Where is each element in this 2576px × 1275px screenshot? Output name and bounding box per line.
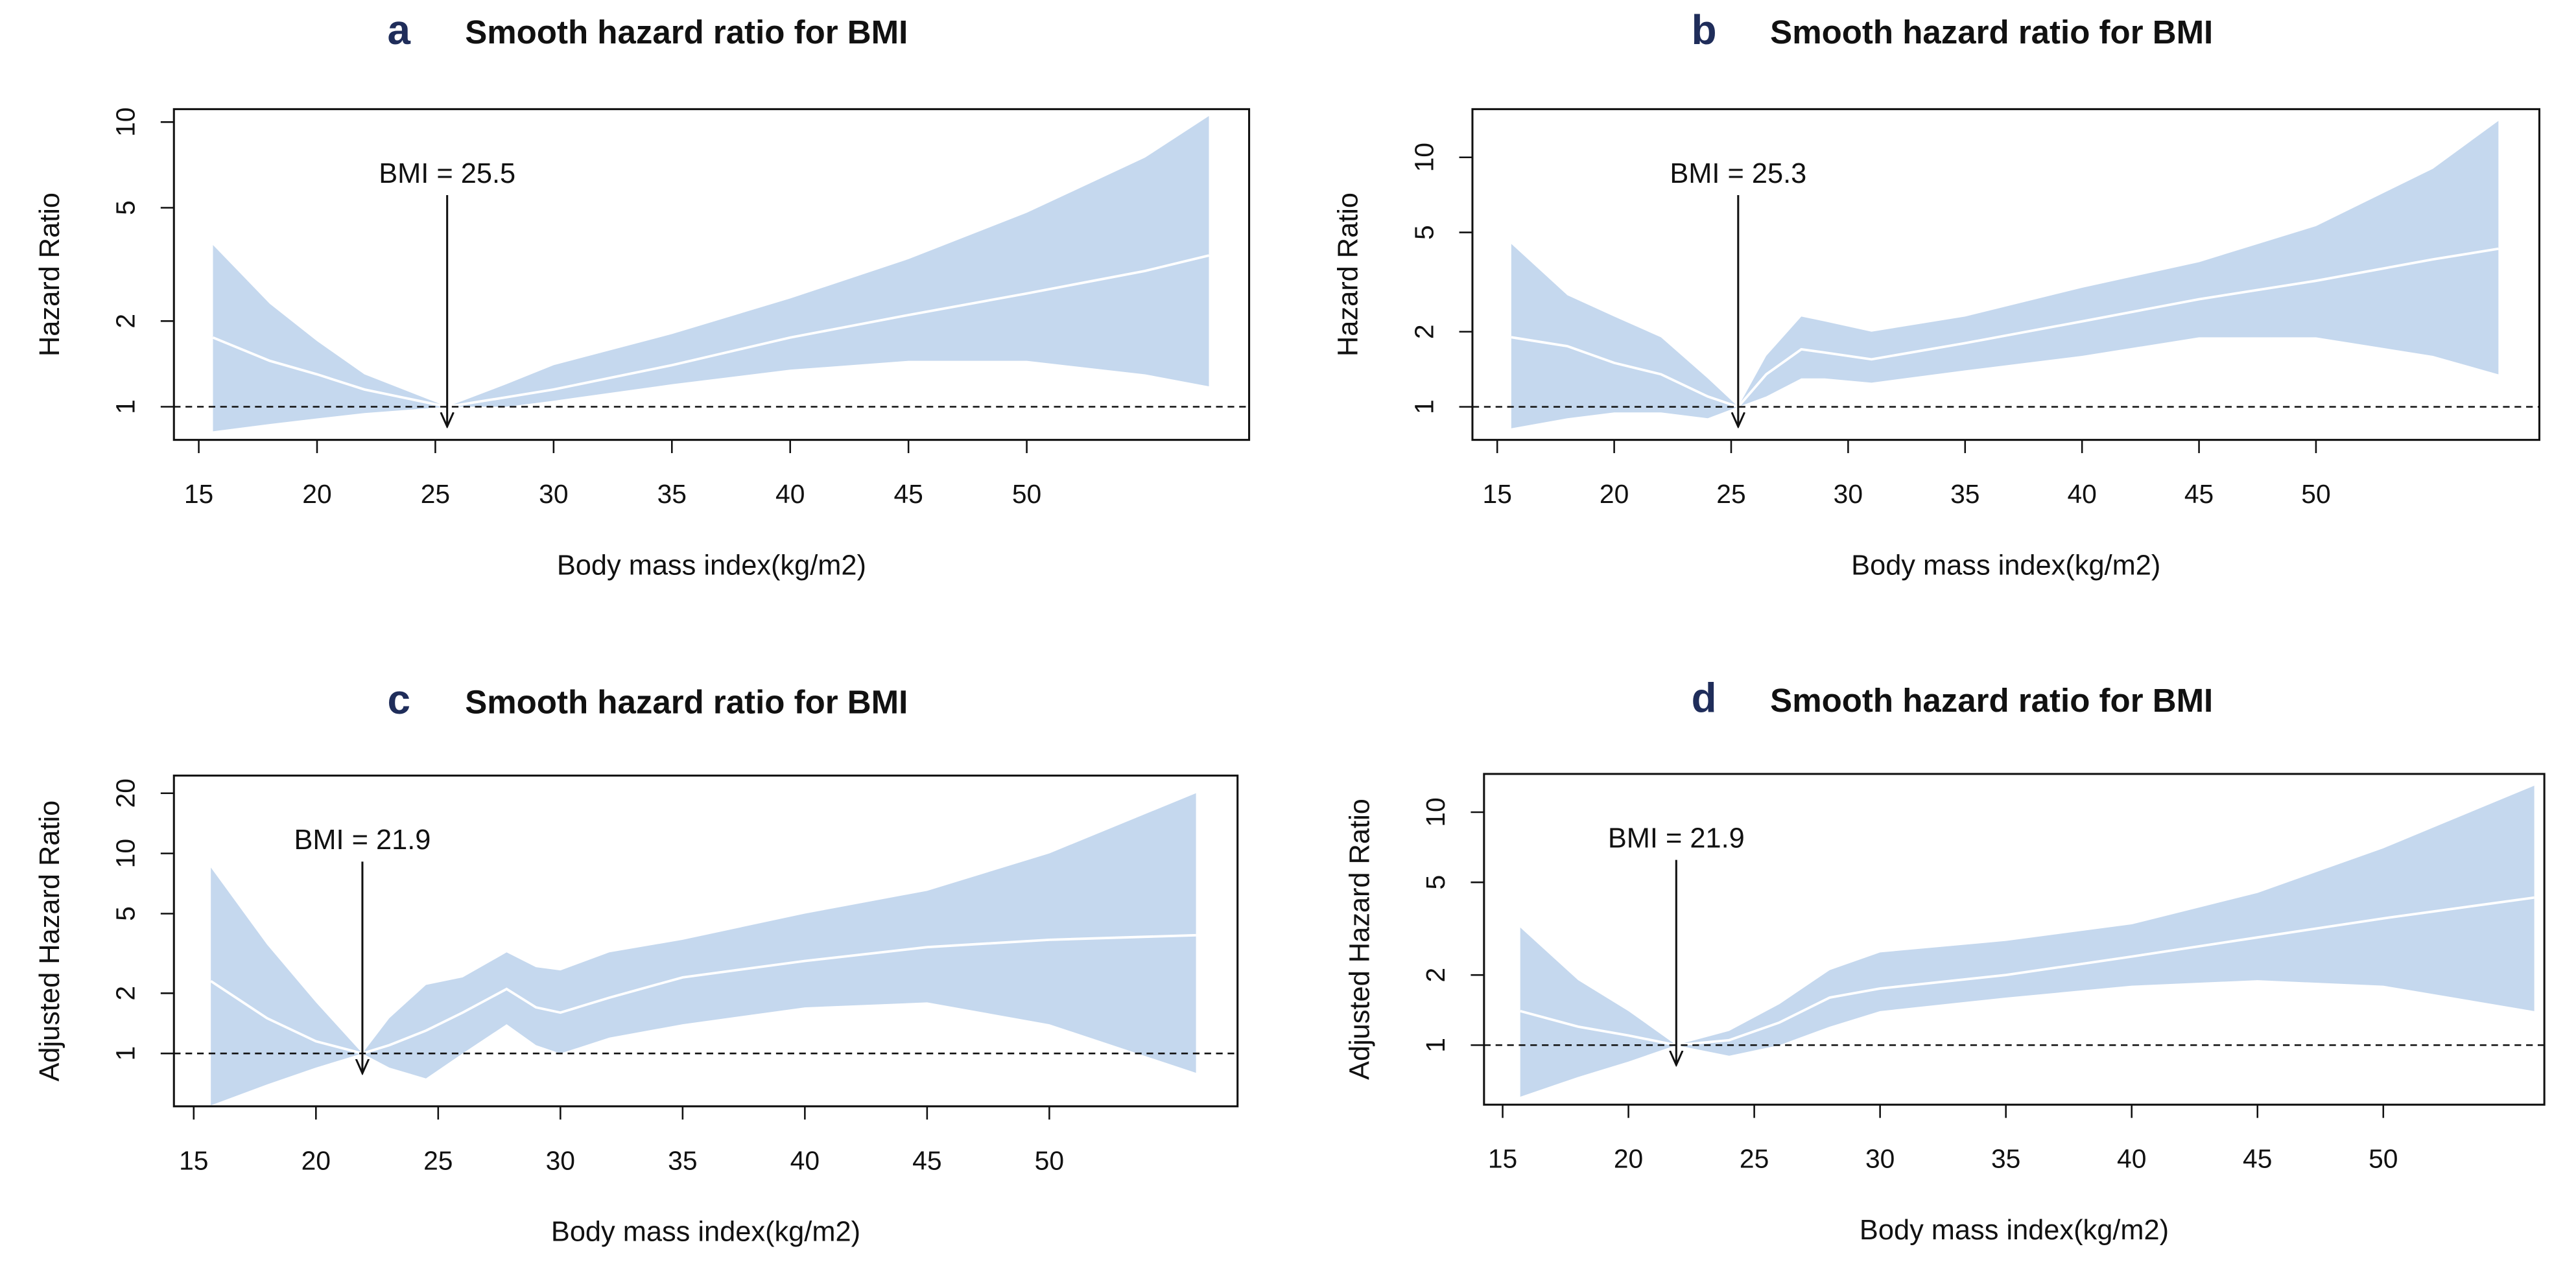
y-axis-label: Adjusted Hazard Ratio (1344, 799, 1375, 1080)
panel-label: a (387, 6, 410, 53)
y-tick-label: 2 (1421, 968, 1450, 983)
y-tick-label: 5 (1421, 875, 1450, 890)
x-axis-label: Body mass index(kg/m2) (557, 550, 866, 581)
x-tick-label: 35 (668, 1145, 697, 1175)
x-tick-label: 30 (1834, 479, 1863, 509)
confidence-band (1520, 786, 2535, 1097)
annotation-text: BMI = 25.3 (1670, 158, 1806, 189)
y-tick-label: 5 (111, 906, 141, 921)
hazard-line (1520, 896, 2535, 1047)
x-tick-label: 35 (1950, 479, 1979, 509)
y-tick-label: 10 (1409, 143, 1439, 172)
y-tick-label: 10 (1421, 797, 1450, 826)
y-axis-label: Hazard Ratio (1333, 193, 1364, 357)
annotation-text: BMI = 25.5 (379, 158, 515, 189)
y-axis-label: Adjusted Hazard Ratio (34, 801, 65, 1082)
panel-label: d (1692, 675, 1717, 721)
x-tick-label: 25 (1716, 479, 1745, 509)
x-tick-label: 40 (2067, 479, 2096, 509)
y-tick-label: 1 (111, 1046, 141, 1061)
x-tick-label: 50 (2301, 479, 2330, 509)
x-tick-label: 15 (1488, 1144, 1517, 1174)
x-tick-label: 15 (1483, 479, 1512, 509)
y-tick-label: 1 (1409, 399, 1439, 414)
panel-title: Smooth hazard ratio for BMI (1770, 14, 2213, 51)
y-tick-label: 2 (111, 314, 141, 329)
x-tick-label: 30 (539, 479, 568, 509)
x-tick-label: 30 (546, 1145, 575, 1175)
x-tick-label: 50 (1035, 1145, 1064, 1175)
x-tick-label: 45 (2243, 1144, 2272, 1174)
panel-label: c (387, 676, 410, 723)
x-tick-label: 30 (1865, 1144, 1895, 1174)
y-tick-label: 5 (111, 200, 141, 215)
x-tick-label: 45 (912, 1145, 941, 1175)
x-tick-label: 45 (2184, 479, 2214, 509)
confidence-band (1511, 121, 2499, 428)
panel-title: Smooth hazard ratio for BMI (1770, 682, 2213, 719)
x-tick-label: 20 (1600, 479, 1629, 509)
x-tick-label: 45 (893, 479, 923, 509)
hazard-line (210, 933, 1196, 1055)
annotation-text: BMI = 21.9 (294, 825, 431, 856)
x-tick-label: 35 (1991, 1144, 2020, 1174)
y-tick-label: 20 (111, 778, 141, 808)
x-axis-label: Body mass index(kg/m2) (551, 1217, 860, 1248)
y-tick-label: 1 (111, 399, 141, 414)
panel-title: Smooth hazard ratio for BMI (465, 683, 908, 720)
x-tick-label: 15 (184, 479, 213, 509)
x-tick-label: 35 (657, 479, 687, 509)
y-tick-label: 1 (1421, 1038, 1450, 1053)
x-tick-label: 15 (179, 1145, 208, 1175)
plot-frame (1483, 773, 2546, 1106)
y-tick-label: 5 (1409, 225, 1439, 240)
x-tick-label: 50 (2369, 1144, 2398, 1174)
x-tick-label: 40 (790, 1145, 820, 1175)
x-tick-label: 50 (1012, 479, 1041, 509)
plot-frame (1471, 108, 2541, 441)
y-tick-label: 10 (111, 108, 141, 137)
plot-frame (172, 774, 1239, 1108)
x-axis-label: Body mass index(kg/m2) (1860, 1215, 2169, 1246)
x-tick-label: 25 (1740, 1144, 1769, 1174)
annotation-text: BMI = 21.9 (1608, 823, 1745, 854)
x-axis-label: Body mass index(kg/m2) (1851, 550, 2160, 581)
y-tick-label: 2 (1409, 324, 1439, 339)
x-tick-label: 20 (302, 479, 331, 509)
plot-frame (172, 108, 1251, 441)
x-tick-label: 40 (2117, 1144, 2146, 1174)
hazard-line (212, 254, 1209, 408)
y-tick-label: 2 (111, 986, 141, 1001)
x-tick-label: 25 (423, 1145, 453, 1175)
x-tick-label: 40 (775, 479, 805, 509)
y-tick-label: 10 (111, 839, 141, 868)
y-axis-label: Hazard Ratio (34, 193, 65, 357)
panel-label: b (1692, 6, 1717, 53)
x-tick-label: 20 (301, 1145, 331, 1175)
hazard-line (1511, 247, 2499, 408)
x-tick-label: 20 (1614, 1144, 1643, 1174)
panel-title: Smooth hazard ratio for BMI (465, 14, 908, 51)
confidence-band (213, 115, 1209, 432)
x-tick-label: 25 (421, 479, 450, 509)
confidence-band (211, 793, 1196, 1106)
